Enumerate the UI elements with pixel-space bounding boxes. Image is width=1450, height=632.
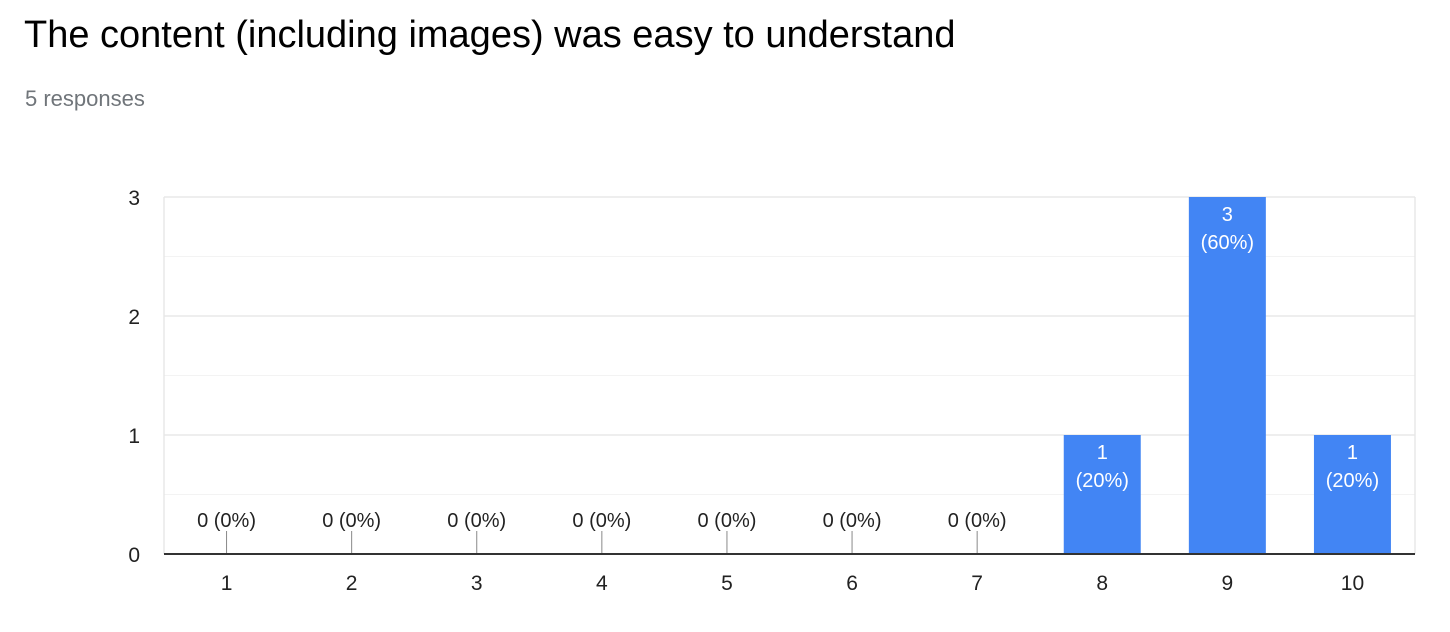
bar bbox=[1063, 435, 1141, 554]
bar-value-label: 0 (0%) bbox=[697, 510, 756, 532]
bar-value-label: 0 (0%) bbox=[197, 510, 256, 532]
bar-percent-label: (20%) bbox=[1076, 470, 1129, 492]
x-tick-label: 8 bbox=[1096, 572, 1108, 595]
x-tick-label: 2 bbox=[346, 572, 358, 595]
y-tick-label: 0 bbox=[128, 544, 140, 567]
bar-value-label: 0 (0%) bbox=[322, 510, 381, 532]
y-tick-label: 3 bbox=[128, 187, 140, 210]
bar bbox=[1313, 435, 1391, 554]
x-tick-label: 1 bbox=[221, 572, 233, 595]
bar-value-label: 3 bbox=[1222, 204, 1233, 226]
data-labels: 0 (0%) 0 (0%) 0 (0%) 0 (0%) 0 (0%) 0 (0%) 0 (0… bbox=[197, 204, 1379, 554]
bar-value-label: 1 bbox=[1347, 442, 1358, 464]
bar-percent-label: (60%) bbox=[1201, 232, 1254, 254]
response-count: 5 responses bbox=[25, 86, 145, 111]
bar-percent-label: (20%) bbox=[1326, 470, 1379, 492]
x-tick-label: 5 bbox=[721, 572, 733, 595]
bar-value-label: 0 (0%) bbox=[447, 510, 506, 532]
bar-value-label: 0 (0%) bbox=[572, 510, 631, 532]
x-tick-label: 3 bbox=[471, 572, 483, 595]
y-tick-label: 2 bbox=[128, 306, 140, 329]
y-tick-label: 1 bbox=[128, 425, 140, 448]
x-tick-label: 4 bbox=[596, 572, 608, 595]
x-tick-label: 9 bbox=[1222, 572, 1234, 595]
bar-value-label: 0 (0%) bbox=[823, 510, 882, 532]
x-tick-label: 6 bbox=[846, 572, 858, 595]
x-tick-label: 10 bbox=[1341, 572, 1364, 595]
axes: 0 1 2 3 1 2 3 4 5 6 7 8 9 10 bbox=[128, 187, 1415, 595]
chart-title: The content (including images) was easy … bbox=[24, 14, 956, 56]
bar-value-label: 0 (0%) bbox=[948, 510, 1007, 532]
bar-value-label: 1 bbox=[1097, 442, 1108, 464]
x-tick-label: 7 bbox=[971, 572, 983, 595]
bar bbox=[1188, 197, 1266, 554]
bars bbox=[1063, 197, 1391, 554]
